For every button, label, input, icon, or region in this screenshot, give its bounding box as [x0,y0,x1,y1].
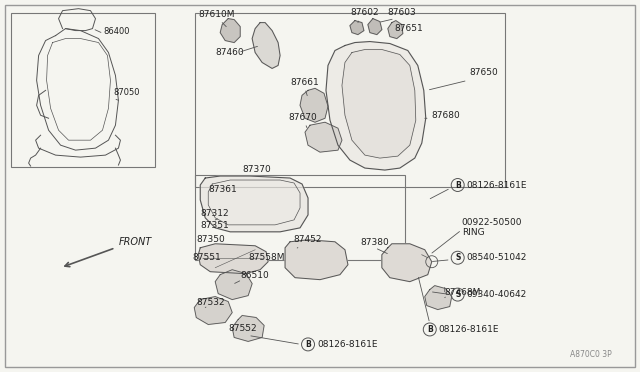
Text: RING: RING [461,228,484,237]
Text: 87468M: 87468M [445,288,481,296]
Text: 87680: 87680 [432,111,461,120]
Text: S: S [455,290,460,299]
Text: 00922-50500: 00922-50500 [461,218,522,227]
Text: 87351: 87351 [200,221,229,230]
Text: 87370: 87370 [242,165,271,174]
Text: 87350: 87350 [196,235,225,244]
Text: 87452: 87452 [293,235,321,244]
Text: 09340-40642: 09340-40642 [467,290,527,299]
Polygon shape [252,23,280,68]
Text: 87661: 87661 [290,78,319,87]
Text: 87558M: 87558M [248,253,285,262]
Text: 86510: 86510 [240,271,269,280]
Polygon shape [200,176,308,232]
Polygon shape [342,49,416,158]
Text: 87651: 87651 [395,23,424,33]
Polygon shape [285,240,348,280]
Text: B: B [427,325,433,334]
Polygon shape [368,19,382,35]
Text: 08126-8161E: 08126-8161E [439,325,499,334]
Polygon shape [215,270,252,299]
Polygon shape [232,315,264,341]
Bar [195,13,504,187]
Text: 87650: 87650 [470,68,499,77]
Polygon shape [350,20,364,35]
Text: 87603: 87603 [388,8,417,17]
Text: 87532: 87532 [196,298,225,307]
Text: 87460: 87460 [215,48,244,58]
Bar [195,175,405,260]
Text: S: S [455,253,460,262]
Text: FRONT: FRONT [118,237,152,247]
Text: 87610M: 87610M [198,10,235,19]
Text: 87380: 87380 [360,238,388,247]
Text: 87361: 87361 [208,185,237,194]
Polygon shape [305,122,342,152]
Polygon shape [300,89,328,122]
Text: B: B [455,180,461,189]
Polygon shape [220,19,240,42]
Text: 08126-8161E: 08126-8161E [467,180,527,189]
Polygon shape [382,244,432,282]
Polygon shape [425,286,452,310]
Polygon shape [195,296,232,324]
Text: 08126-8161E: 08126-8161E [317,340,378,349]
Text: 87050: 87050 [113,88,140,97]
Text: B: B [305,340,311,349]
Text: 87312: 87312 [200,209,229,218]
Text: 87670: 87670 [288,113,317,122]
Text: 08540-51042: 08540-51042 [467,253,527,262]
Polygon shape [326,42,426,170]
Text: 87551: 87551 [192,253,221,262]
Text: 87602: 87602 [350,8,378,17]
Polygon shape [388,20,403,39]
Text: 87552: 87552 [228,324,257,333]
Text: 86400: 86400 [104,26,130,36]
Text: A870C0 3P: A870C0 3P [570,350,611,359]
Polygon shape [198,244,268,274]
Bar [11,13,156,167]
